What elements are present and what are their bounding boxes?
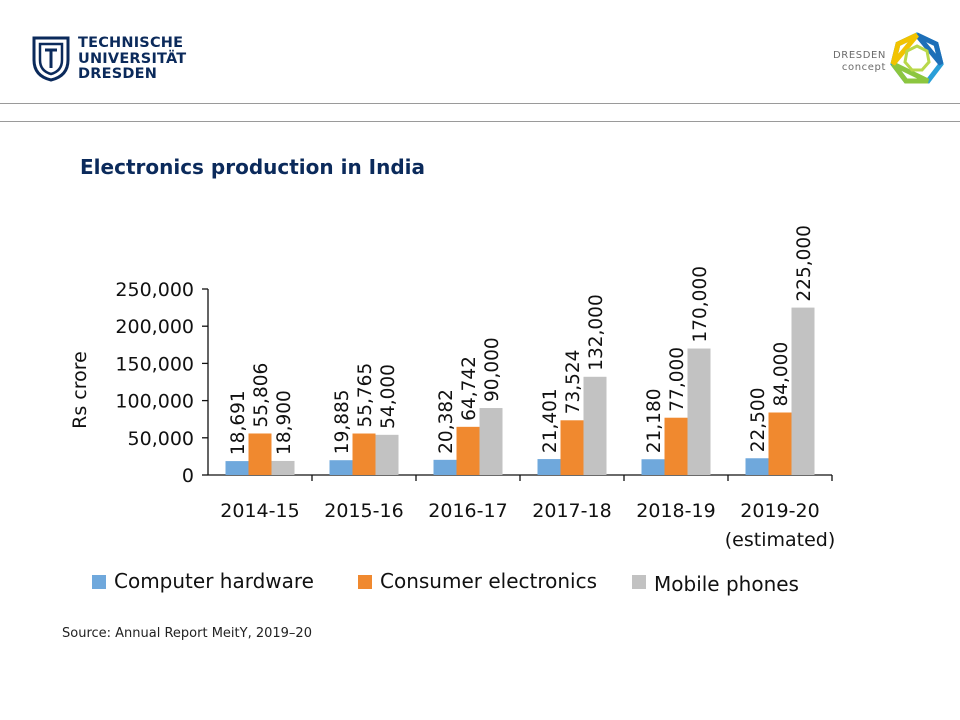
- source-note: Source: Annual Report MeitY, 2019–20: [62, 626, 312, 641]
- x-tick-label: 2018-19: [636, 500, 715, 522]
- data-label: 55,806: [251, 363, 272, 428]
- bar-consumer-electronics: [248, 433, 272, 475]
- legend-swatch: [632, 575, 646, 589]
- data-label: 20,382: [436, 389, 457, 454]
- tu-dresden-wordmark: TECHNISCHE UNIVERSITÄT DRESDEN: [78, 35, 187, 83]
- y-tick-label: 50,000: [128, 428, 194, 450]
- bar-mobile-phones: [583, 376, 607, 475]
- dresden-concept-wordmark: DRESDEN concept: [833, 50, 886, 74]
- legend-label: Mobile phones: [654, 572, 799, 596]
- tu-dresden-emblem-icon: [32, 36, 70, 82]
- y-axis-label: Rs crore: [69, 351, 91, 429]
- dresden-concept-line: concept: [841, 62, 886, 73]
- header-rule: [0, 103, 960, 104]
- x-tick-label: 2014-15: [220, 500, 299, 522]
- legend-label: Computer hardware: [114, 569, 314, 593]
- x-tick-label: (estimated): [725, 529, 836, 551]
- data-label: 77,000: [667, 347, 688, 412]
- slide-title: Electronics production in India: [80, 155, 426, 179]
- x-tick-label: 2016-17: [428, 500, 507, 522]
- tu-dresden-logo: TECHNISCHE UNIVERSITÄT DRESDEN: [28, 34, 198, 84]
- legend-label: Consumer electronics: [380, 569, 597, 593]
- bar-consumer-electronics: [560, 420, 584, 475]
- x-tick-label: 2019-20: [740, 500, 819, 522]
- bar-computer-hardware: [225, 461, 249, 475]
- bar-computer-hardware: [745, 458, 769, 475]
- bar-consumer-electronics: [664, 417, 688, 475]
- bar-consumer-electronics: [352, 433, 376, 475]
- bar-mobile-phones: [687, 348, 711, 475]
- tu-logo-line: TECHNISCHE: [78, 35, 184, 51]
- data-label: 18,691: [228, 390, 249, 455]
- data-label: 55,765: [355, 363, 376, 428]
- data-label: 54,000: [378, 364, 399, 429]
- legend-swatch: [92, 575, 106, 589]
- legend-swatch: [358, 575, 372, 589]
- data-label: 64,742: [459, 356, 480, 421]
- dresden-concept-emblem-icon: [890, 32, 944, 84]
- y-tick-label: 150,000: [115, 353, 194, 375]
- data-label: 73,524: [563, 350, 584, 415]
- bar-mobile-phones: [479, 408, 503, 475]
- data-label: 18,900: [274, 390, 295, 455]
- bar-computer-hardware: [433, 459, 457, 475]
- dresden-concept-line: DRESDEN: [832, 50, 886, 61]
- data-label: 84,000: [771, 342, 792, 407]
- bar-consumer-electronics: [456, 426, 480, 475]
- header-rule: [0, 121, 960, 122]
- bar-computer-hardware: [329, 460, 353, 475]
- bar-mobile-phones: [791, 307, 815, 475]
- data-label: 21,180: [644, 389, 665, 454]
- data-label: 21,401: [540, 388, 561, 453]
- x-tick-label: 2017-18: [532, 500, 611, 522]
- bar-computer-hardware: [537, 459, 561, 475]
- data-label: 19,885: [332, 389, 353, 454]
- dresden-concept-logo: DRESDEN concept: [826, 30, 944, 90]
- x-tick-label: 2015-16: [324, 500, 403, 522]
- data-label: 225,000: [794, 225, 815, 302]
- bar-computer-hardware: [641, 459, 665, 475]
- data-label: 22,500: [748, 388, 769, 453]
- data-label: 170,000: [690, 266, 711, 343]
- bar-mobile-phones: [375, 434, 399, 475]
- bar-consumer-electronics: [768, 412, 792, 475]
- y-tick-label: 200,000: [115, 316, 194, 338]
- data-label: 90,000: [482, 337, 503, 402]
- data-label: 132,000: [586, 294, 607, 371]
- y-tick-label: 100,000: [115, 391, 194, 413]
- tu-logo-line: DRESDEN: [78, 66, 158, 82]
- y-tick-label: 0: [182, 465, 194, 487]
- tu-logo-line: UNIVERSITÄT: [78, 50, 187, 67]
- y-tick-label: 250,000: [115, 279, 194, 301]
- bar-mobile-phones: [271, 460, 295, 475]
